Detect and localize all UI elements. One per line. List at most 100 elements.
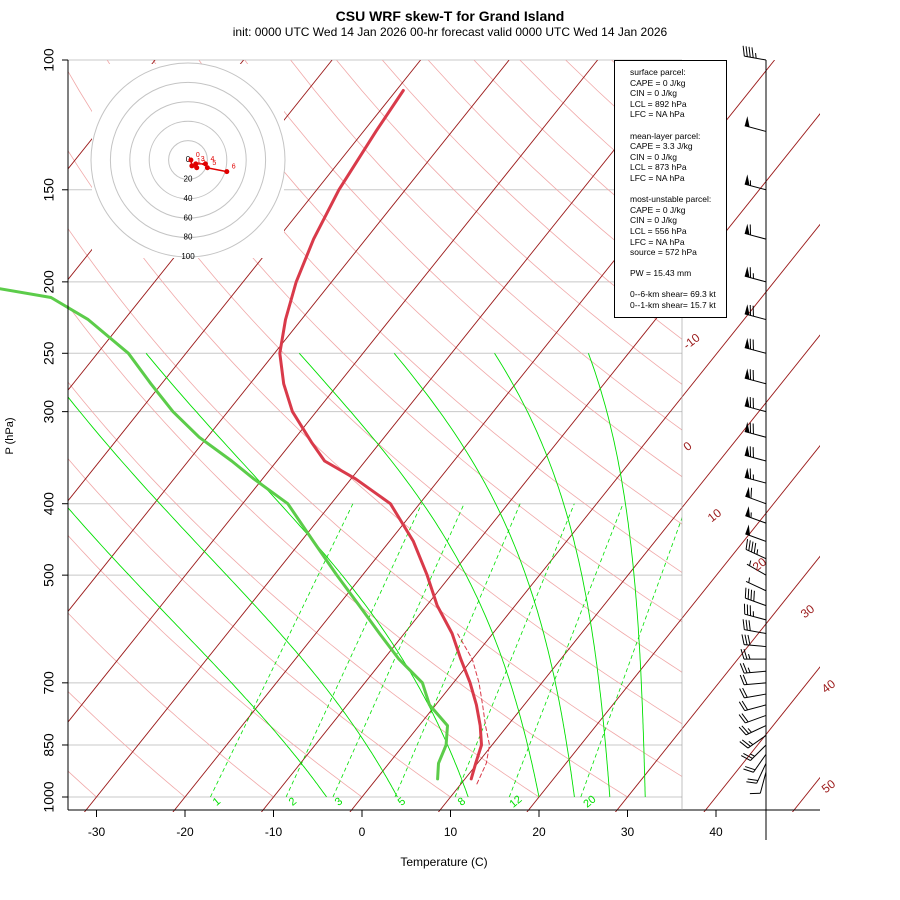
shear-0-1km: 0--1-km shear= 15.7 kt bbox=[630, 300, 726, 311]
isotherm-label: -10 bbox=[680, 330, 703, 352]
wind-barb bbox=[742, 634, 766, 646]
y-tick-label: 500 bbox=[41, 563, 57, 587]
wind-barb bbox=[745, 368, 766, 383]
y-tick-label: 250 bbox=[41, 341, 57, 365]
isotherm bbox=[792, 60, 900, 813]
isotherm-label: 0 bbox=[681, 439, 695, 454]
most-unstable-lcl: LCL = 556 hPa bbox=[630, 226, 726, 237]
mean-layer-lfc: LFC = NA hPa bbox=[630, 173, 726, 184]
wind-barb bbox=[739, 714, 766, 723]
surface-parcel-header: surface parcel: bbox=[630, 67, 726, 78]
wind-barb bbox=[745, 396, 766, 411]
wind-barb bbox=[739, 701, 766, 711]
x-tick-label: 30 bbox=[621, 825, 635, 839]
y-axis-label: P (hPa) bbox=[4, 417, 16, 454]
mixing-ratio-line bbox=[210, 504, 352, 797]
x-axis-label: Temperature (C) bbox=[400, 855, 487, 869]
dry-adiabat bbox=[703, 60, 900, 813]
most-unstable-header: most-unstable parcel: bbox=[630, 194, 726, 205]
isotherm-label: 40 bbox=[819, 677, 838, 696]
wind-barb bbox=[745, 338, 766, 353]
wind-barb bbox=[746, 539, 766, 559]
surface-lcl: LCL = 892 hPa bbox=[630, 99, 726, 110]
shear-0-6km: 0--6-km shear= 69.3 kt bbox=[630, 289, 726, 300]
mean-layer-cape: CAPE = 3.3 J/kg bbox=[630, 141, 726, 152]
x-tick-label: 20 bbox=[532, 825, 546, 839]
x-tick-label: -10 bbox=[265, 825, 283, 839]
most-unstable-cin: CIN = 0 J/kg bbox=[630, 215, 726, 226]
y-tick-label: 150 bbox=[41, 178, 57, 202]
isotherm-label: 50 bbox=[819, 777, 838, 796]
mean-layer-cin: CIN = 0 J/kg bbox=[630, 152, 726, 163]
isotherm bbox=[881, 60, 900, 813]
wind-barb bbox=[740, 688, 766, 698]
wind-barb bbox=[745, 422, 766, 437]
isotherm bbox=[704, 60, 900, 813]
wind-barb bbox=[743, 46, 766, 60]
y-tick-label: 100 bbox=[41, 48, 57, 72]
y-tick-label: 850 bbox=[41, 733, 57, 757]
wind-barb bbox=[745, 446, 766, 461]
wind-barb bbox=[745, 468, 766, 483]
surface-cin: CIN = 0 J/kg bbox=[630, 88, 726, 99]
surface-lfc: LFC = NA hPa bbox=[630, 109, 726, 120]
mixing-ratio-label: 20 bbox=[581, 793, 598, 810]
surface-cape: CAPE = 0 J/kg bbox=[630, 78, 726, 89]
x-tick-label: -30 bbox=[88, 825, 106, 839]
wind-barb bbox=[740, 735, 766, 748]
hodograph-ring-label: 60 bbox=[184, 213, 193, 222]
hodograph-ring-label: 80 bbox=[184, 233, 193, 242]
hodograph: 0204060801000123456 bbox=[91, 63, 285, 261]
mixing-ratio-line bbox=[333, 504, 464, 797]
hodograph-point bbox=[188, 158, 193, 163]
isotherm-label: 10 bbox=[705, 506, 724, 525]
x-tick-label: 10 bbox=[444, 825, 458, 839]
wind-barb bbox=[746, 763, 766, 783]
isotherm-label: 30 bbox=[798, 602, 817, 621]
wind-barb bbox=[745, 304, 766, 319]
wind-barb bbox=[745, 524, 766, 541]
hodograph-point bbox=[205, 165, 210, 170]
dry-adiabat bbox=[245, 60, 900, 813]
wind-barb bbox=[745, 116, 766, 131]
most-unstable-cape: CAPE = 0 J/kg bbox=[630, 205, 726, 216]
wind-barb bbox=[745, 224, 766, 239]
wind-barb bbox=[739, 726, 766, 735]
parcel-info-box: surface parcel: CAPE = 0 J/kg CIN = 0 J/… bbox=[614, 60, 727, 318]
mixing-ratio-line bbox=[286, 504, 422, 797]
y-tick-label: 200 bbox=[41, 270, 57, 294]
parcel-trace bbox=[457, 634, 489, 784]
hodograph-ring-label: 20 bbox=[184, 175, 193, 184]
wind-barb bbox=[741, 649, 766, 659]
mixing-ratio-lines bbox=[210, 504, 687, 797]
wind-barb bbox=[744, 604, 766, 620]
y-tick-label: 300 bbox=[41, 400, 57, 424]
x-tick-label: -20 bbox=[176, 825, 194, 839]
dry-adiabat bbox=[199, 60, 900, 813]
wind-barb bbox=[740, 675, 766, 685]
hodograph-point bbox=[224, 169, 229, 174]
hodograph-ring-label: 100 bbox=[181, 252, 195, 261]
x-tick-label: 0 bbox=[359, 825, 366, 839]
wind-barb bbox=[745, 174, 766, 189]
mean-layer-header: mean-layer parcel: bbox=[630, 131, 726, 142]
precipitable-water: PW = 15.43 mm bbox=[630, 268, 726, 279]
mixing-ratio-line bbox=[581, 504, 687, 797]
isotherm bbox=[0, 60, 598, 813]
hodograph-point bbox=[193, 161, 198, 166]
y-tick-label: 700 bbox=[41, 671, 57, 695]
wind-barb bbox=[745, 487, 766, 504]
mean-layer-lcl: LCL = 873 hPa bbox=[630, 162, 726, 173]
wind-barb bbox=[745, 267, 766, 282]
wind-barb bbox=[745, 588, 766, 606]
hodograph-point-label: 6 bbox=[232, 164, 236, 171]
wind-barb bbox=[743, 619, 766, 633]
y-tick-label: 400 bbox=[41, 492, 57, 516]
x-tick-label: 40 bbox=[709, 825, 723, 839]
wind-barb bbox=[745, 506, 766, 523]
most-unstable-lfc: LFC = NA hPa bbox=[630, 237, 726, 248]
y-tick-label: 1000 bbox=[41, 781, 57, 812]
most-unstable-source: source = 572 hPa bbox=[630, 247, 726, 258]
